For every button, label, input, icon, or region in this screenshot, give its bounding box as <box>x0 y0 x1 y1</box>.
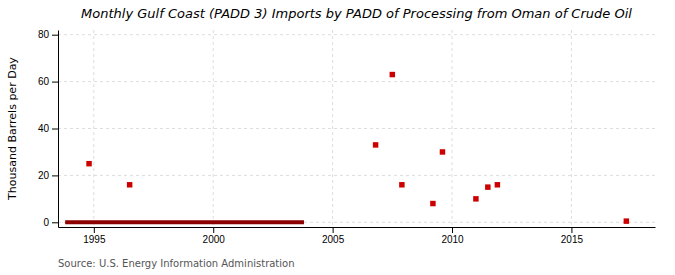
tick-mark <box>52 129 58 130</box>
tick: 1995 <box>83 227 106 245</box>
tick-mark <box>52 82 58 83</box>
tick-mark <box>571 227 572 233</box>
source: Source: U.S. Energy Information Administ… <box>58 258 295 269</box>
point <box>373 142 378 147</box>
point <box>495 182 500 187</box>
point <box>399 182 404 187</box>
grid-line <box>93 30 94 227</box>
axis-line <box>59 227 656 228</box>
tick-mark <box>52 35 58 36</box>
x-axis: 1995 2000 2005 2010 2015 <box>59 227 656 245</box>
grid-line <box>213 30 214 227</box>
marks <box>65 72 629 224</box>
tick-label: 20 <box>38 170 50 181</box>
line <box>65 220 304 224</box>
tick-mark <box>213 227 214 233</box>
point <box>430 201 435 206</box>
point <box>86 161 91 166</box>
tick: 40 <box>38 123 58 134</box>
tick-label: 80 <box>38 29 50 40</box>
tick-label: 1995 <box>83 234 106 245</box>
grid-line <box>58 222 655 223</box>
tick: 2015 <box>561 227 584 245</box>
tick: 0 <box>43 217 58 228</box>
tick-label: 2015 <box>561 234 584 245</box>
tick: 2010 <box>441 227 464 245</box>
tick-mark <box>52 222 58 223</box>
grid-line <box>58 81 655 82</box>
plot: 1995 2000 2005 2010 2015 0 20 40 60 80 <box>38 29 656 245</box>
tick-label: 2005 <box>322 234 345 245</box>
tick: 20 <box>38 170 58 181</box>
tick-label: 2010 <box>441 234 464 245</box>
grid-line <box>571 30 572 227</box>
point <box>440 149 445 154</box>
grid-line <box>58 128 655 129</box>
grid-line <box>452 30 453 227</box>
grid-line <box>332 30 333 227</box>
point <box>485 184 490 189</box>
axis-line <box>58 31 59 228</box>
tick-mark <box>94 227 95 233</box>
tick-label: 60 <box>38 76 50 87</box>
grid <box>58 30 655 227</box>
tick: 2000 <box>203 227 226 245</box>
tick-mark <box>52 175 58 176</box>
point <box>473 196 478 201</box>
tick: 60 <box>38 76 58 87</box>
tick-mark <box>333 227 334 233</box>
grid-line <box>58 175 655 176</box>
y-axis-title: Thousand Barrels per Day <box>6 57 19 201</box>
point <box>127 182 132 187</box>
tick-label: 2000 <box>203 234 226 245</box>
y-axis: 0 20 40 60 80 <box>38 29 59 228</box>
tick: 2005 <box>322 227 345 245</box>
tick-label: 0 <box>43 217 49 228</box>
chart: 1995 2000 2005 2010 2015 0 20 40 60 80 Monthly Gul… <box>0 0 675 275</box>
point <box>390 72 395 77</box>
point <box>624 218 629 223</box>
tick: 80 <box>38 29 58 40</box>
tick-mark <box>452 227 453 233</box>
tick-label: 40 <box>38 123 50 134</box>
title: Monthly Gulf Coast (PADD 3) Imports by P… <box>81 6 632 21</box>
grid-line <box>58 34 655 35</box>
